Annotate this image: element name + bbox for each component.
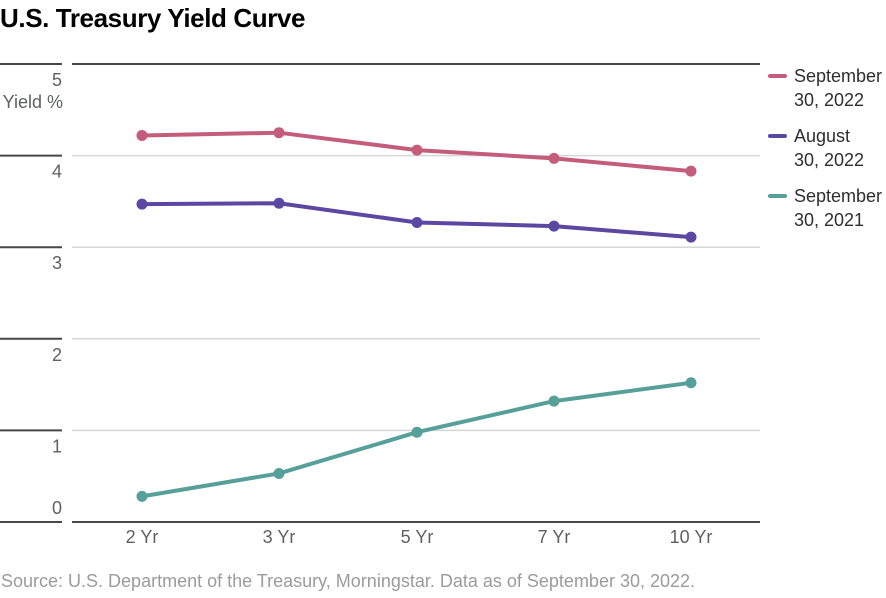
x-tick-label: 5 Yr: [401, 527, 434, 547]
legend-label: September 30, 2022: [794, 66, 883, 110]
legend-item: September 30, 2021: [768, 184, 883, 232]
legend-swatch: [768, 194, 787, 198]
data-point-marker: [548, 220, 560, 232]
x-tick-label: 7 Yr: [538, 527, 571, 547]
x-tick-label: 2 Yr: [126, 527, 159, 547]
y-tick-label: 3: [52, 253, 62, 273]
chart-title: U.S. Treasury Yield Curve: [0, 3, 306, 33]
data-point-marker: [273, 197, 285, 209]
legend-item: August 30, 2022: [768, 124, 876, 172]
data-point-marker: [136, 490, 148, 502]
x-tick-label: 10 Yr: [670, 527, 713, 547]
data-point-marker: [411, 426, 423, 438]
legend-label: September 30, 2021: [794, 186, 883, 230]
x-tick-label: 3 Yr: [263, 527, 296, 547]
legend-swatch: [768, 134, 787, 138]
data-point-marker: [411, 216, 423, 228]
data-point-marker: [136, 198, 148, 210]
data-point-marker: [136, 129, 148, 141]
data-point-marker: [548, 152, 560, 164]
legend-label: August 30, 2022: [794, 126, 865, 170]
y-axis-title: Yield %: [3, 92, 63, 112]
data-point-marker: [273, 467, 285, 479]
y-tick-label: 4: [52, 162, 62, 182]
source-note: Source: U.S. Department of the Treasury,…: [1, 571, 696, 591]
y-tick-label: 1: [52, 436, 62, 456]
data-point-marker: [685, 165, 697, 177]
series-line: [140, 380, 693, 499]
data-point-marker: [685, 231, 697, 243]
data-point-marker: [685, 377, 697, 389]
legend: September 30, 2022 August 30, 2022 Septemb…: [768, 64, 883, 232]
y-tick-label: 2: [52, 345, 62, 365]
legend-swatch: [768, 74, 787, 78]
data-point-marker: [411, 144, 423, 156]
legend-item: September 30, 2022: [768, 64, 883, 112]
y-tick-label: 0: [52, 498, 62, 518]
data-point-marker: [273, 127, 285, 139]
data-point-marker: [548, 395, 560, 407]
y-tick-label: 5: [52, 70, 62, 90]
